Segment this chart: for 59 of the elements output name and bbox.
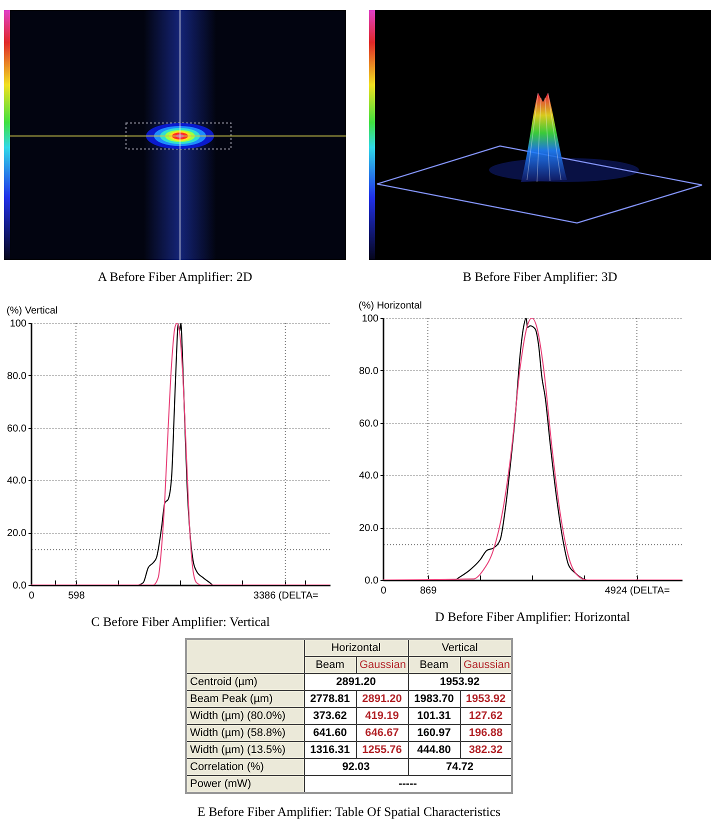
text: 1953.92 (440, 676, 480, 688)
text: 2891.20 (362, 693, 402, 705)
text: 101.31 (417, 710, 451, 722)
text: Horizontal (331, 642, 381, 654)
text: C Before Fiber Amplifier: Vertical (91, 614, 270, 629)
text: 92.03 (342, 761, 370, 773)
y-axis-title: (%) Vertical (6, 306, 58, 316)
text: Beam (420, 659, 448, 671)
y-tick-label: 80.0 (359, 366, 379, 377)
text: 160.97 (417, 727, 451, 739)
y-tick-label: 40.0 (359, 470, 379, 482)
x-tick-label: 869 (420, 586, 438, 596)
text: 444.80 (417, 744, 451, 756)
x-tick-label: 4924 (DELTA= (604, 586, 670, 596)
text: 74.72 (446, 761, 474, 773)
text: Gaussian (360, 659, 406, 671)
text: 1255.76 (362, 744, 402, 756)
text: D Before Fiber Amplifier: Horizontal (435, 609, 630, 624)
y-tick-label: 0.0 (12, 580, 27, 592)
text: Beam (316, 659, 344, 671)
y-tick-label: 0.0 (364, 576, 379, 586)
category-label: Width (µm) (58.8%) (190, 727, 286, 739)
text: 1316.31 (310, 744, 350, 756)
x-tick-label: 0 (380, 586, 387, 596)
text: 1953.92 (466, 693, 506, 705)
x-tick-label: 3386 (DELTA= (253, 590, 318, 602)
category-label: Width (µm) (13.5%) (190, 744, 286, 756)
category-label: Power (mW) (190, 778, 252, 790)
y-tick-label: 80.0 (7, 370, 27, 382)
text: Vertical (442, 642, 478, 654)
text: 641.60 (313, 727, 347, 739)
y-tick-label: 20.0 (7, 528, 27, 540)
text: A Before Fiber Amplifier: 2D (96, 269, 254, 285)
category-label: Centroid (µm) (190, 676, 258, 688)
y-axis-title: (%) Horizontal (358, 300, 422, 312)
text: 2778.81 (310, 693, 350, 705)
category-label: Correlation (%) (190, 761, 264, 773)
text: 646.67 (365, 727, 399, 739)
x-tick-label: 0 (28, 590, 35, 602)
category-label: Beam Peak (µm) (190, 693, 273, 705)
text: 373.62 (313, 710, 347, 722)
text: E Before Fiber Amplifier: Table Of Spatial Characteristics (196, 804, 502, 820)
text: Gaussian (464, 659, 510, 671)
y-tick-label: 100 (10, 318, 27, 330)
text: 2891.20 (336, 676, 376, 688)
category-label: Width (µm) (80.0%) (190, 710, 286, 722)
y-tick-label: 100 (362, 314, 379, 324)
x-tick-label: 598 (68, 590, 86, 602)
text: ----- (398, 778, 417, 790)
text: 382.32 (468, 744, 503, 756)
y-tick-label: 60.0 (359, 418, 379, 430)
text: 127.62 (468, 710, 503, 722)
text: B Before Fiber Amplifier: 3D (462, 269, 618, 285)
y-tick-label: 40.0 (7, 476, 27, 487)
y-tick-label: 60.0 (7, 423, 27, 434)
y-tick-label: 20.0 (359, 523, 379, 534)
text: 419.19 (365, 710, 399, 722)
text: 196.88 (468, 727, 503, 739)
text: 1983.70 (414, 693, 454, 705)
